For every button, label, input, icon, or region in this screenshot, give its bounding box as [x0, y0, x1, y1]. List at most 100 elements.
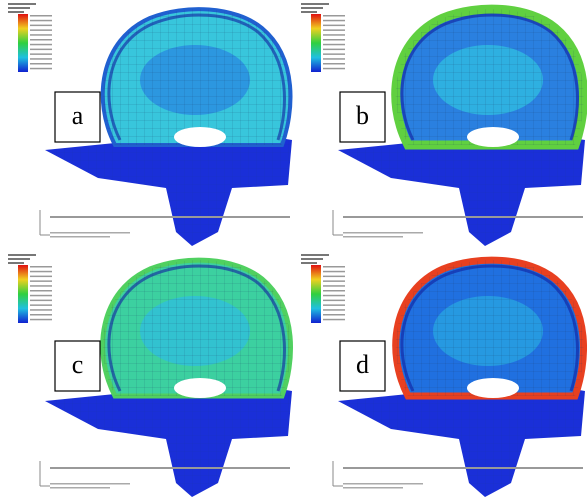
legend-heading — [301, 262, 317, 264]
legend-tick-text — [30, 299, 52, 302]
legend-tick-text — [30, 275, 52, 278]
legend-tick-text — [323, 58, 345, 60]
panel: a — [8, 3, 293, 246]
footer-text — [343, 232, 423, 234]
legend-tick-text — [30, 304, 52, 306]
legend-tick-text — [323, 34, 345, 36]
legend-heading — [301, 254, 329, 256]
legend-tick-text — [323, 314, 345, 316]
panel: b — [301, 3, 587, 246]
legend-tick-text — [323, 67, 345, 70]
panel-label: a — [72, 101, 84, 130]
legend-tick-text — [30, 309, 52, 311]
panel: d — [301, 254, 587, 497]
legend-tick-text — [30, 19, 52, 22]
body-edge — [400, 13, 579, 141]
legend-tick-text — [323, 285, 345, 287]
panel-label: d — [356, 350, 369, 379]
legend-heading — [8, 262, 24, 264]
legend-tick-text — [30, 29, 52, 31]
legend-tick-text — [323, 19, 345, 22]
legend-bar — [18, 14, 28, 72]
panel-label-box — [54, 340, 101, 392]
footer-text — [343, 216, 583, 218]
legend-tick-text — [323, 294, 345, 297]
posterior-mesh — [45, 128, 292, 246]
panel-label-box — [339, 91, 386, 143]
footer-text — [343, 236, 403, 238]
legend-heading — [8, 258, 30, 260]
canal — [174, 378, 226, 398]
legend-tick-text — [30, 39, 52, 41]
legend-heading — [8, 3, 36, 5]
legend-tick-text — [323, 43, 345, 46]
legend-tick-text — [30, 24, 52, 27]
body-edge — [107, 13, 286, 141]
footer-text — [343, 467, 583, 469]
legend-heading — [8, 7, 30, 9]
posterior-mesh — [338, 128, 585, 246]
legend-tick-text — [30, 285, 52, 287]
legend-tick-text — [323, 24, 345, 27]
legend-tick-text — [30, 318, 52, 321]
legend-tick-text — [323, 53, 345, 55]
panel-label: b — [356, 101, 369, 130]
panel-label: c — [72, 350, 84, 379]
legend-tick-text — [323, 309, 345, 311]
legend-tick-text — [30, 63, 52, 65]
footer-text — [50, 232, 130, 234]
canal — [467, 127, 519, 147]
posterior-mesh — [45, 379, 292, 497]
legend-tick-text — [323, 15, 345, 17]
legend-heading — [301, 11, 317, 13]
footer-text — [50, 483, 130, 485]
footer-text — [50, 236, 110, 238]
legend-tick-text — [30, 270, 52, 273]
footer-text — [50, 467, 290, 469]
legend-heading — [8, 254, 36, 256]
body-mesh — [102, 260, 291, 396]
legend-heading — [8, 11, 24, 13]
legend-bar — [18, 265, 28, 323]
legend-heading — [301, 7, 323, 9]
panel-label-box — [339, 340, 386, 392]
legend-tick-text — [323, 39, 345, 41]
body-mesh — [395, 9, 584, 146]
legend-tick-text — [30, 314, 52, 316]
legend-tick-text — [323, 299, 345, 302]
legend-tick-text — [323, 290, 345, 292]
legend-tick-text — [30, 15, 52, 17]
footer-text — [50, 216, 290, 218]
footer-text — [343, 483, 423, 485]
body-edge — [107, 264, 286, 392]
legend-tick-text — [30, 58, 52, 60]
legend-tick-text — [323, 318, 345, 321]
body-mesh — [102, 9, 291, 146]
body-mesh — [395, 260, 584, 396]
legend-tick-text — [323, 29, 345, 31]
legend-tick-text — [30, 53, 52, 55]
body-edge — [400, 264, 579, 392]
legend-heading — [301, 258, 323, 260]
legend-tick-text — [323, 48, 345, 51]
legend-tick-text — [30, 290, 52, 292]
canal — [467, 378, 519, 398]
legend-tick-text — [30, 43, 52, 46]
posterior-mesh — [338, 379, 585, 497]
legend-tick-text — [323, 270, 345, 273]
legend-tick-text — [323, 63, 345, 65]
panel: c — [8, 254, 294, 497]
legend-bar — [311, 265, 321, 323]
legend-tick-text — [30, 294, 52, 297]
legend-tick-text — [323, 280, 345, 282]
legend-tick-text — [30, 48, 52, 51]
canal — [174, 127, 226, 147]
footer-text — [50, 487, 110, 489]
legend-tick-text — [30, 266, 52, 268]
legend-tick-text — [30, 34, 52, 36]
legend-heading — [301, 3, 329, 5]
legend-tick-text — [323, 266, 345, 268]
legend-tick-text — [30, 280, 52, 282]
footer-text — [343, 487, 403, 489]
